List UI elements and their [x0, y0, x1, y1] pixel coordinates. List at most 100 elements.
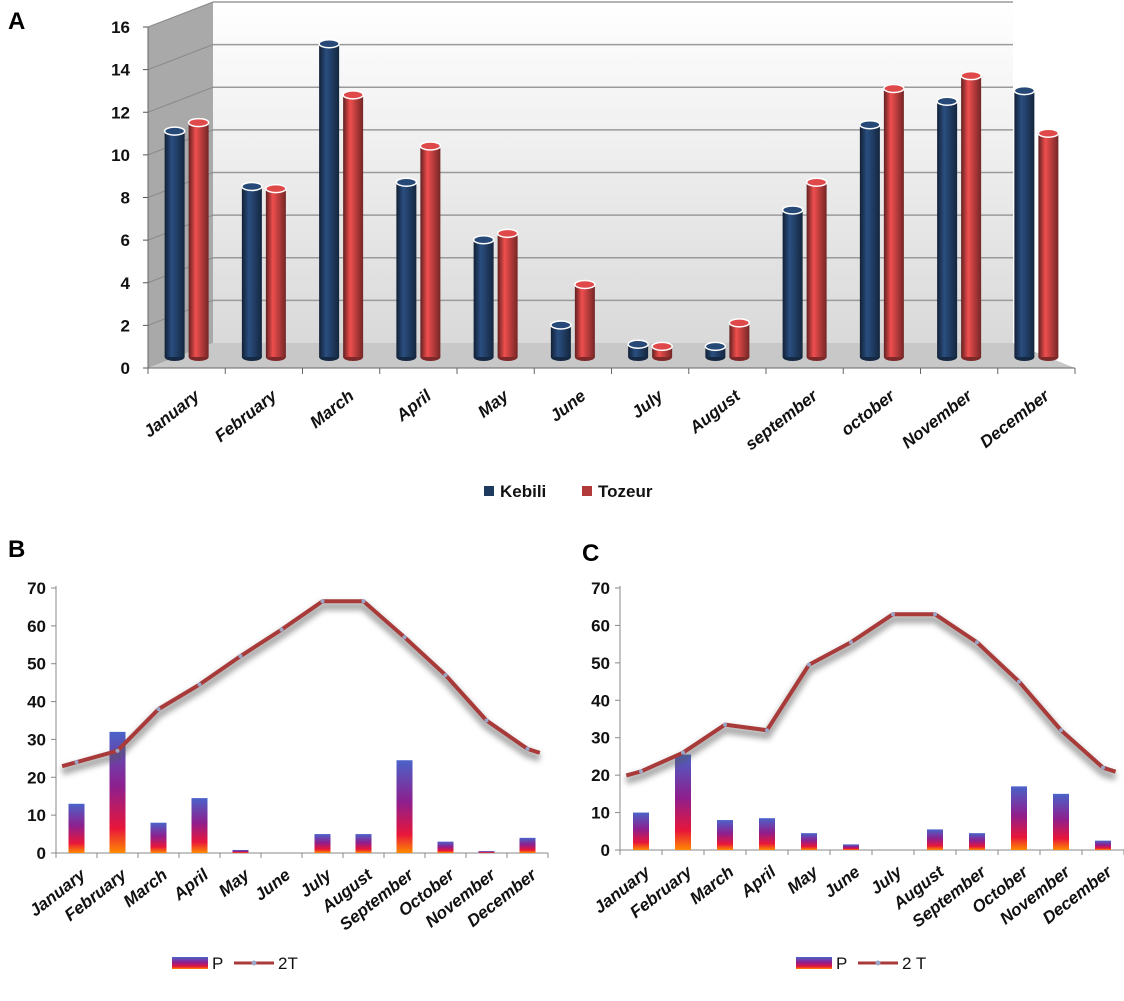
x-category-label: March: [686, 862, 737, 908]
bar-p: [927, 829, 943, 850]
legend-swatch-p: [796, 957, 832, 969]
legend-label-p: P: [212, 954, 223, 973]
line-2t-point: [238, 654, 243, 659]
bar-body: [574, 284, 595, 357]
bar-body: [497, 233, 518, 357]
bar-body: [396, 182, 417, 357]
legend-swatch-p: [172, 957, 208, 969]
bar-top: [728, 318, 751, 328]
legend-label-2t: 2 T: [902, 954, 926, 973]
bar-p: [1011, 786, 1027, 850]
bar-tozeur: [342, 90, 364, 361]
bar-p: [801, 833, 817, 850]
bar-kebili: [472, 235, 495, 361]
panel-c-label: C: [582, 540, 600, 567]
legend-label-kebili: Kebili: [500, 482, 546, 501]
bar-top: [187, 117, 210, 128]
bar-body: [473, 239, 494, 357]
bar-p: [396, 760, 413, 853]
line-2t-point: [891, 612, 895, 617]
x-category-label: January: [140, 385, 204, 441]
bar-p: [717, 820, 733, 850]
bar-body: [1014, 90, 1035, 357]
legend-swatch-2t-point: [251, 960, 257, 966]
y-tick-label: 0: [37, 844, 46, 863]
line-2t-point: [525, 746, 530, 751]
y-tick-label: 0: [601, 841, 610, 860]
bar-p: [437, 841, 454, 853]
bar-top: [419, 141, 442, 151]
y-tick-label: 30: [27, 730, 46, 749]
bar-p: [478, 851, 495, 853]
line-2t-point: [115, 748, 120, 753]
x-category-label: February: [211, 385, 281, 446]
bar-kebili: [627, 339, 649, 361]
bar-tozeur: [883, 83, 905, 361]
x-category-label: May: [215, 864, 254, 900]
bar-tozeur: [960, 70, 982, 361]
line-2t-point: [279, 627, 284, 632]
bar-body: [164, 131, 185, 357]
x-category-label: october: [838, 385, 900, 439]
line-2t-point: [402, 635, 407, 640]
bar-p: [314, 834, 331, 853]
x-category-label: May: [784, 861, 823, 897]
x-category-label: April: [736, 861, 780, 901]
line-2t-point: [74, 760, 79, 765]
bar-top: [781, 205, 804, 215]
bar-kebili: [781, 205, 804, 361]
bar-body: [652, 346, 673, 357]
bar-body: [343, 94, 364, 357]
bar-top: [859, 119, 881, 130]
x-category-label: April: [392, 385, 436, 425]
y-tick-label: 4: [121, 274, 131, 293]
line-2t-point: [975, 640, 979, 645]
line-2t-point: [765, 728, 769, 733]
legend-swatch-kebili: [484, 486, 494, 496]
bar-kebili: [550, 320, 572, 361]
bar-top: [960, 70, 982, 81]
x-category-label: June: [251, 865, 294, 904]
y-tick-label: 12: [111, 103, 130, 122]
bar-kebili: [241, 181, 263, 361]
bar-body: [319, 43, 340, 358]
bar-body: [420, 146, 441, 357]
y-tick-label: 0: [121, 359, 130, 378]
x-category-label: March: [120, 865, 171, 911]
bar-tozeur: [728, 318, 751, 361]
line-2t-point: [484, 718, 489, 723]
bar-tozeur: [805, 177, 828, 361]
bar-p: [355, 834, 372, 853]
line-2t-point: [849, 640, 853, 645]
bar-body: [705, 346, 726, 357]
bar-tozeur: [1037, 128, 1060, 361]
y-tick-label: 14: [111, 61, 130, 80]
chart-a: 0 2 4 6 8 10 12 14 16 January February March April Ma…: [111, 1, 1076, 501]
y-tick-label: 20: [591, 766, 610, 785]
line-2t-point: [807, 662, 811, 667]
line-2t-point: [681, 750, 685, 755]
bar-top: [704, 341, 727, 352]
bar-p: [843, 844, 859, 850]
bar-body: [961, 75, 982, 358]
line-2t-point: [933, 612, 937, 617]
bar-body: [806, 182, 827, 357]
bar-body: [782, 209, 803, 357]
bar-p: [675, 754, 691, 850]
x-category-label: August: [685, 385, 745, 437]
bar-top: [342, 90, 364, 100]
bar-body: [188, 122, 209, 357]
floor: [148, 343, 1075, 368]
bar-p: [1053, 793, 1069, 850]
legend-swatch-2t-point: [875, 960, 881, 966]
bar-top: [241, 181, 263, 192]
x-category-label: December: [976, 385, 1054, 451]
line-2t-point: [320, 599, 325, 604]
line-2t-shadow: [61, 602, 542, 775]
x-category-label: June: [820, 862, 863, 901]
line-2t-point: [197, 682, 202, 687]
bar-tozeur: [265, 183, 287, 361]
bar-top: [163, 126, 186, 136]
y-tick-label: 10: [591, 804, 610, 823]
